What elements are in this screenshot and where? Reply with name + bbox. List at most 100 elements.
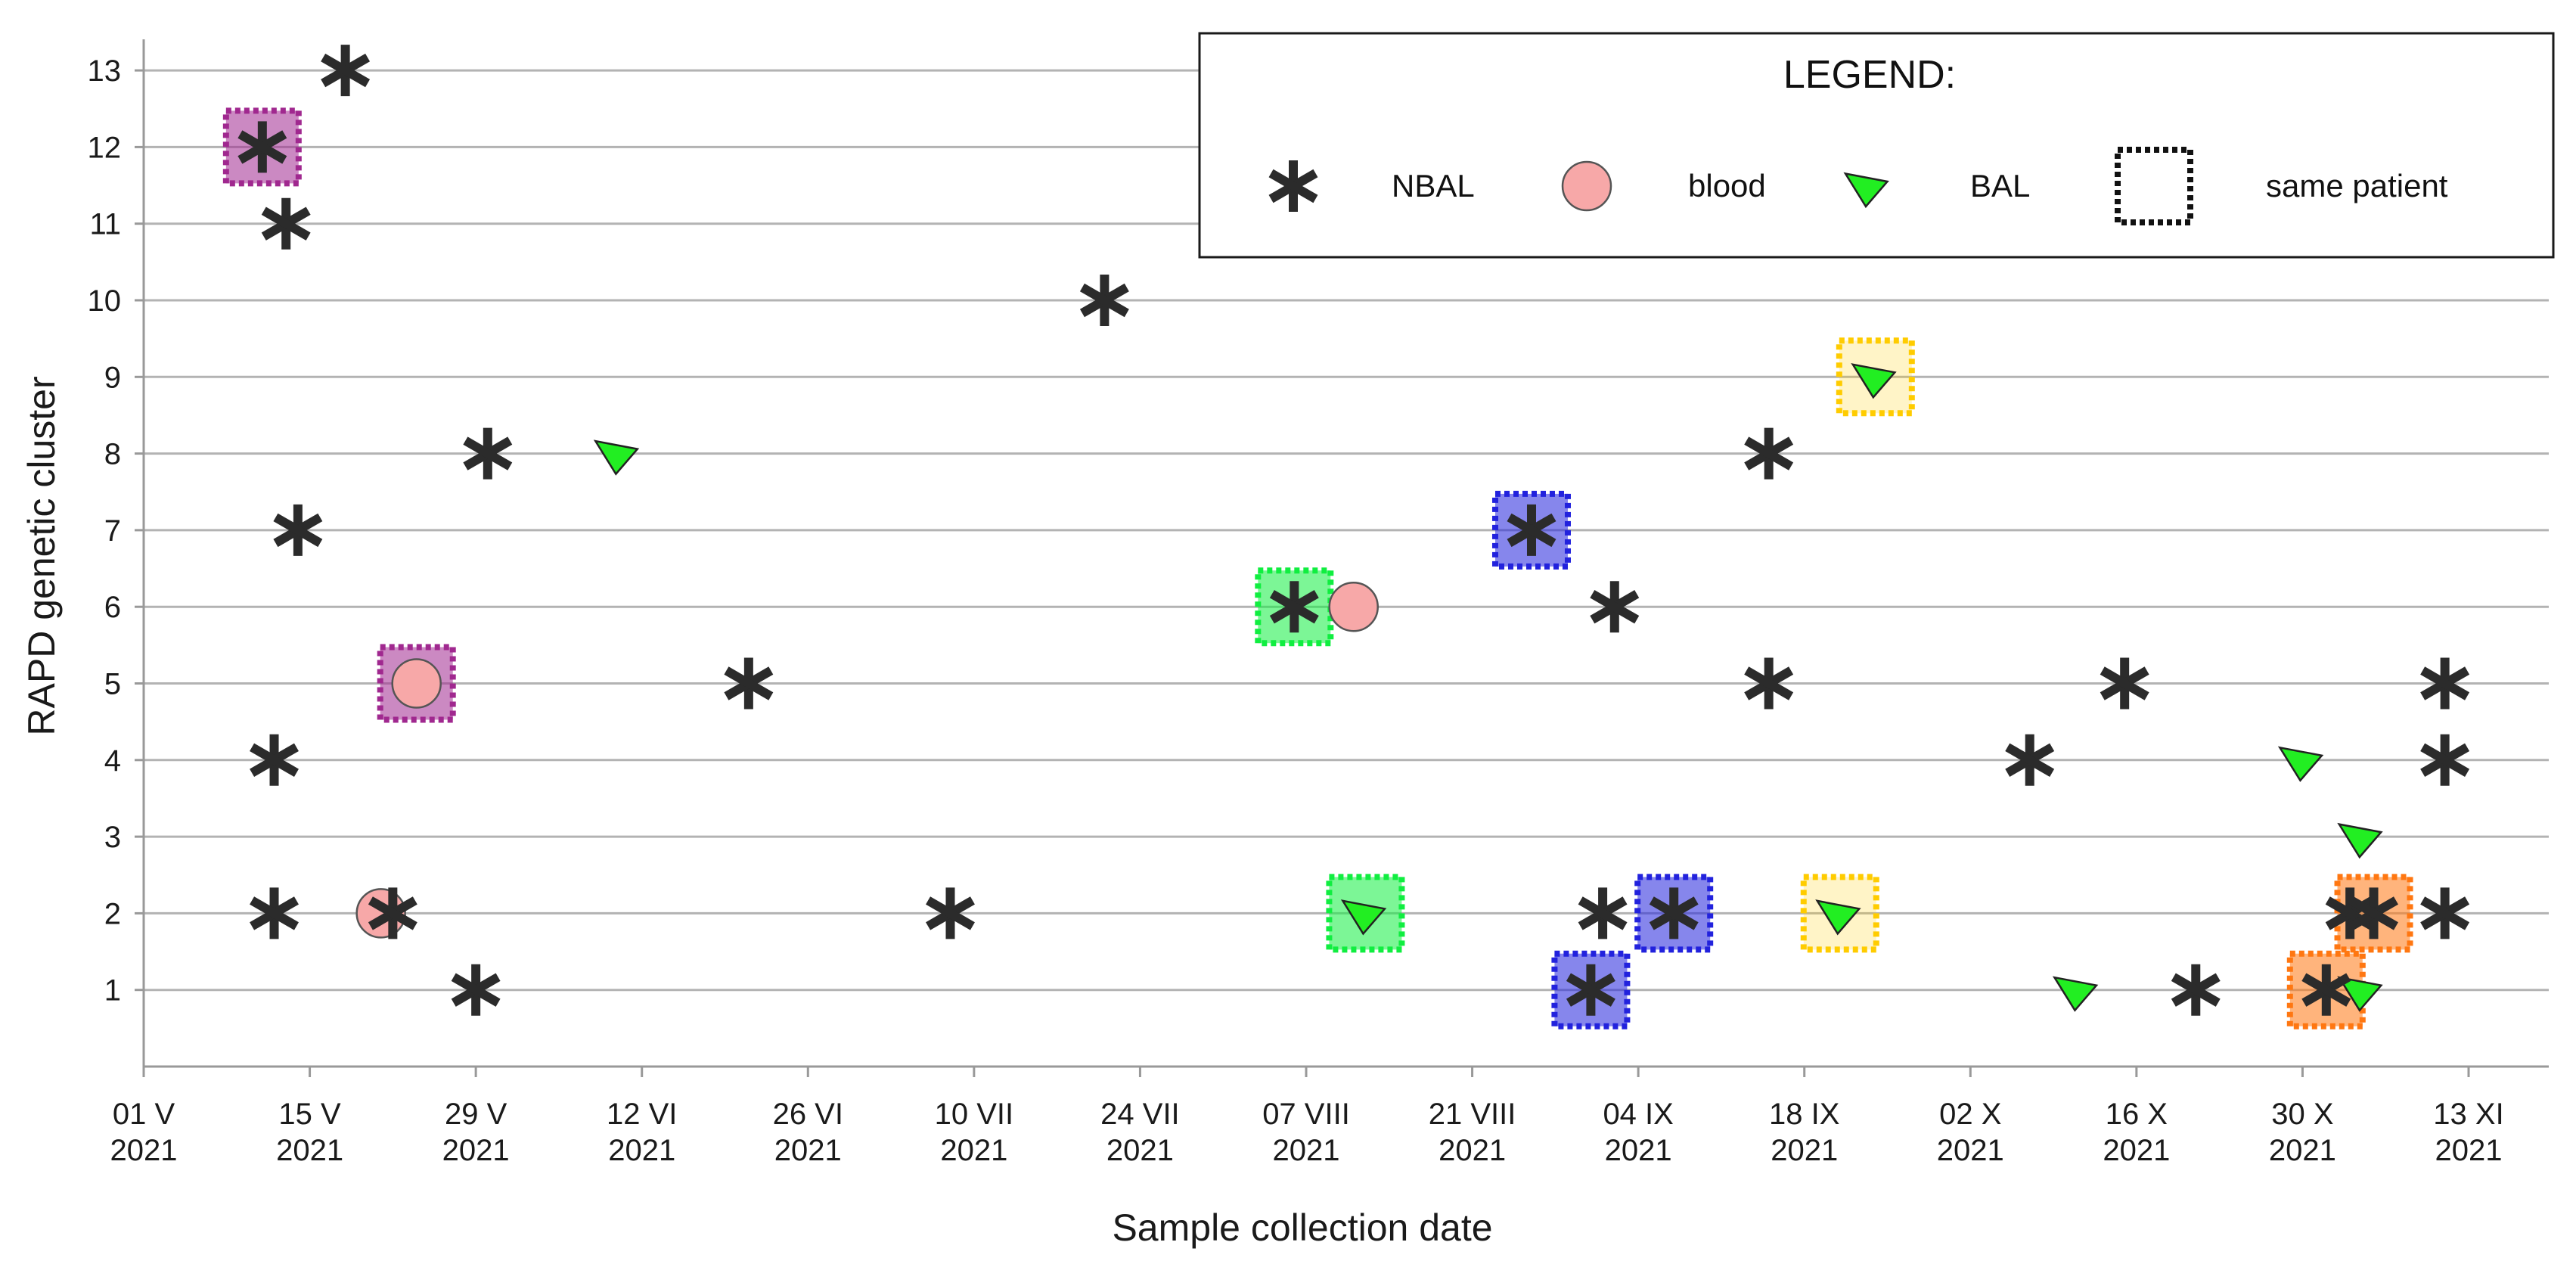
legend-title: LEGEND: [1783, 53, 1956, 97]
legend-bal-icon [1843, 172, 1889, 209]
legend-label-blood: blood [1688, 168, 1766, 203]
bal-point [2277, 746, 2324, 782]
x-tick-label: 21 VIII [1429, 1098, 1516, 1131]
x-tick-year: 2021 [1937, 1134, 2004, 1167]
y-tick-label: 7 [104, 514, 121, 548]
nbal-point [463, 427, 513, 480]
x-tick-year: 2021 [442, 1134, 510, 1167]
nbal-point [2301, 964, 2351, 1016]
nbal-point [451, 964, 501, 1016]
data-points [237, 45, 2470, 1016]
x-tick-year: 2021 [276, 1134, 343, 1167]
nbal-point [1507, 504, 1556, 556]
nbal-point [2420, 887, 2470, 939]
axes [142, 39, 2549, 1068]
legend-entries: NBAL blood BAL same patient [1268, 147, 2448, 225]
nbal-point [1590, 581, 1640, 633]
x-tick-year: 2021 [1273, 1134, 1340, 1167]
x-tick-year: 2021 [1771, 1134, 1838, 1167]
bal-point [593, 439, 640, 476]
x-tick-label: 29 V [445, 1098, 507, 1131]
x-tick-label: 16 X [2106, 1098, 2168, 1131]
legend-box [1198, 32, 2555, 259]
nbal-point [2420, 734, 2470, 786]
blood-point [1328, 581, 1379, 632]
nbal-point [926, 887, 975, 939]
x-tick-label: 24 VII [1100, 1098, 1180, 1131]
y-tick-label: 12 [88, 131, 122, 164]
legend-blood-icon [1561, 160, 1612, 212]
x-tick-label: 04 IX [1603, 1098, 1673, 1131]
y-tick-label: 9 [104, 361, 121, 394]
y-tick-label: 4 [104, 744, 121, 778]
x-tick-year: 2021 [1439, 1134, 1506, 1167]
x-tick-label: 02 X [1939, 1098, 2001, 1131]
legend-label-same: same patient [2266, 168, 2448, 203]
bal-point [2337, 976, 2383, 1012]
x-tick-year: 2021 [774, 1134, 842, 1167]
y-tick-label: 5 [104, 668, 121, 701]
legend-label-bal: BAL [1970, 168, 2030, 203]
x-tick-year: 2021 [2103, 1134, 2170, 1167]
legend: LEGEND: NBAL blood BAL same patient [1198, 32, 2555, 259]
nbal-point [237, 121, 287, 173]
nbal-point [2420, 657, 2470, 710]
nbal-point [250, 887, 299, 939]
y-tick-label: 10 [88, 284, 122, 318]
legend-same-patient-icon [2115, 147, 2193, 225]
x-tick-year: 2021 [1106, 1134, 1174, 1167]
nbal-point [273, 504, 323, 556]
nbal-point [1578, 887, 1628, 939]
nbal-point [250, 734, 299, 786]
bal-point [1815, 899, 1861, 936]
x-tick-label: 13 XI [2433, 1098, 2503, 1131]
x-tick-label: 10 VII [935, 1098, 1014, 1131]
x-tick-year: 2021 [110, 1134, 178, 1167]
y-tick-label: 2 [104, 897, 121, 930]
bal-point [1851, 363, 1897, 399]
nbal-point [261, 197, 311, 250]
bal-point [2337, 822, 2383, 859]
bal-point [2052, 976, 2099, 1012]
blood-point [391, 658, 442, 709]
y-tick-label: 3 [104, 821, 121, 854]
nbal-point [1744, 427, 1794, 480]
x-tick-label: 12 VI [607, 1098, 677, 1131]
legend-nbal-icon [1268, 160, 1318, 212]
nbal-point [1269, 581, 1319, 633]
x-tick-label: 30 X [2271, 1098, 2333, 1131]
x-axis-title: Sample collection date [1112, 1206, 1492, 1249]
nbal-point [2349, 887, 2398, 939]
x-tick-label: 26 VI [773, 1098, 843, 1131]
x-tick-year: 2021 [2435, 1134, 2503, 1167]
nbal-point [1649, 887, 1699, 939]
nbal-point [2005, 734, 2055, 786]
y-tick-label: 13 [88, 54, 122, 88]
nbal-point [1079, 275, 1129, 326]
x-tick-label: 01 V [113, 1098, 175, 1131]
nbal-point [724, 657, 774, 710]
y-tick-label: 8 [104, 438, 121, 471]
y-axis-title: RAPD genetic cluster [20, 376, 63, 735]
x-tick-label: 07 VIII [1262, 1098, 1350, 1131]
y-tick-label: 1 [104, 974, 121, 1008]
x-tick-label: 15 V [278, 1098, 341, 1131]
nbal-point [1566, 964, 1615, 1016]
nbal-point [368, 887, 417, 939]
x-tick-year: 2021 [940, 1134, 1007, 1167]
x-tick-year: 2021 [608, 1134, 675, 1167]
nbal-point [321, 45, 371, 97]
y-tick-label: 6 [104, 591, 121, 624]
nbal-point [2100, 657, 2149, 710]
nbal-point [1744, 657, 1794, 710]
nbal-point [2171, 964, 2221, 1016]
x-tick-year: 2021 [1605, 1134, 1672, 1167]
x-tick-year: 2021 [2269, 1134, 2336, 1167]
x-tick-label: 18 IX [1769, 1098, 1839, 1131]
legend-label-nbal: NBAL [1392, 168, 1475, 203]
bal-point [1340, 899, 1387, 936]
y-tick-label: 11 [89, 208, 121, 241]
